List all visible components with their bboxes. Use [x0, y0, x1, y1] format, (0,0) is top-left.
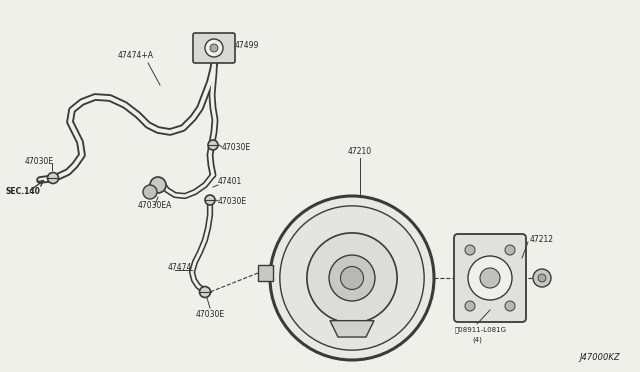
Text: 47030E: 47030E: [195, 310, 225, 319]
Text: 47401: 47401: [218, 177, 243, 186]
Circle shape: [538, 274, 546, 282]
Text: 47212: 47212: [530, 235, 554, 244]
Polygon shape: [330, 321, 374, 337]
Circle shape: [205, 39, 223, 57]
Text: 47474: 47474: [168, 263, 193, 273]
Circle shape: [47, 173, 58, 183]
Circle shape: [307, 233, 397, 323]
Circle shape: [468, 256, 512, 300]
Circle shape: [270, 196, 434, 360]
Text: 47030EA: 47030EA: [138, 201, 172, 209]
Text: SEC.140: SEC.140: [5, 187, 40, 196]
Text: 47030E: 47030E: [25, 157, 54, 167]
Circle shape: [200, 286, 211, 298]
Text: 47499: 47499: [235, 41, 259, 49]
Circle shape: [505, 301, 515, 311]
FancyBboxPatch shape: [454, 234, 526, 322]
Circle shape: [329, 255, 375, 301]
FancyBboxPatch shape: [258, 265, 273, 281]
Circle shape: [505, 245, 515, 255]
Text: 47474+A: 47474+A: [118, 51, 154, 60]
Circle shape: [465, 245, 475, 255]
Circle shape: [210, 44, 218, 52]
Circle shape: [340, 266, 364, 289]
Circle shape: [143, 185, 157, 199]
Text: (4): (4): [472, 337, 482, 343]
Circle shape: [150, 177, 166, 193]
Circle shape: [208, 140, 218, 150]
Circle shape: [465, 301, 475, 311]
Text: ⓝ08911-L081G: ⓝ08911-L081G: [455, 327, 507, 333]
Text: 47030E: 47030E: [222, 144, 251, 153]
Text: 47030E: 47030E: [218, 198, 247, 206]
Text: J47000KZ: J47000KZ: [579, 353, 620, 362]
Circle shape: [205, 195, 215, 205]
Circle shape: [280, 206, 424, 350]
Text: 47210: 47210: [348, 148, 372, 157]
Circle shape: [480, 268, 500, 288]
Circle shape: [533, 269, 551, 287]
FancyBboxPatch shape: [193, 33, 235, 63]
